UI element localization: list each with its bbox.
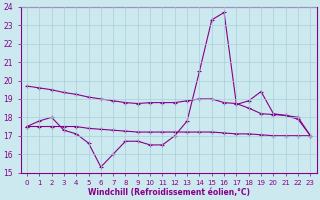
X-axis label: Windchill (Refroidissement éolien,°C): Windchill (Refroidissement éolien,°C) (88, 188, 250, 197)
